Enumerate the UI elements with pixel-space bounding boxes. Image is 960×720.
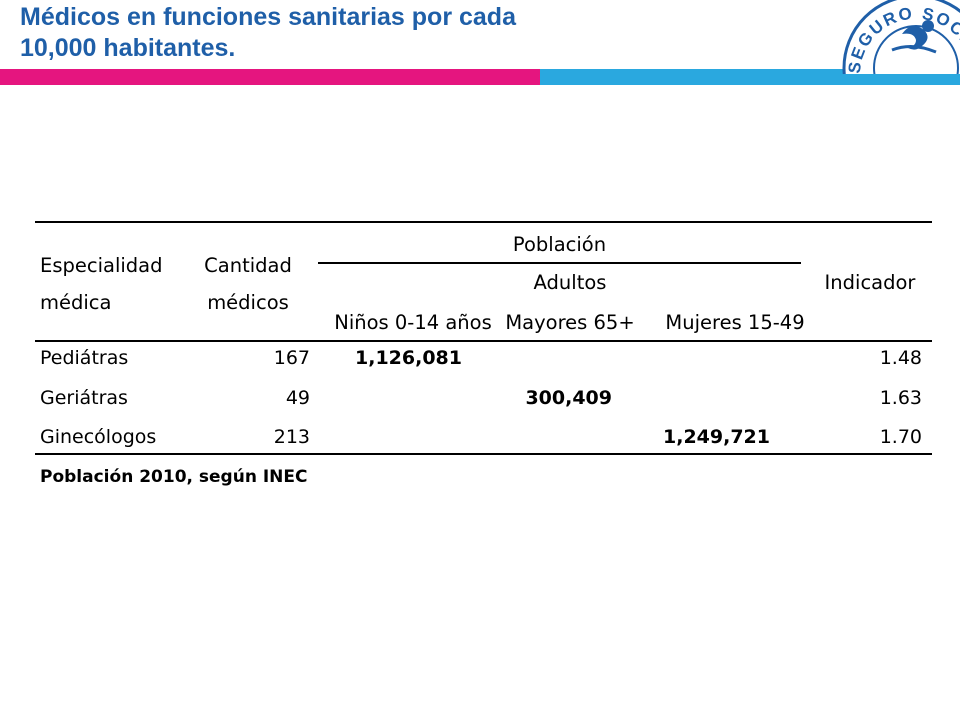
cell-cantidad: 167 (273, 347, 310, 369)
cell-ninos: 1,126,081 (355, 347, 462, 369)
slide-title: Médicos en funciones sanitarias por cada… (20, 2, 720, 64)
table-top-rule (35, 221, 932, 223)
cell-mayores: 300,409 (525, 387, 612, 409)
cell-mujeres: 1,249,721 (663, 426, 770, 448)
cell-indicador: 1.70 (879, 426, 922, 448)
cell-indicador: 1.63 (879, 387, 922, 409)
header-indicador: Indicador (824, 271, 916, 294)
header-especialidad-line2: médica (40, 291, 112, 314)
ccss-seal-icon: SEGURO SOCIAL (832, 0, 960, 74)
header-bottom-rule (35, 340, 932, 342)
header-poblacion: Población (512, 233, 607, 256)
header-adultos: Adultos (533, 271, 607, 294)
poblacion-underline (318, 262, 801, 264)
cell-especialidad: Ginecólogos (40, 426, 157, 448)
header-cantidad-line2: médicos (207, 291, 289, 314)
cell-especialidad: Geriátras (40, 387, 128, 409)
header-cantidad-line1: Cantidad (204, 254, 292, 277)
cell-cantidad: 213 (273, 426, 310, 448)
cell-indicador: 1.48 (879, 347, 922, 369)
cell-cantidad: 49 (285, 387, 310, 409)
header-ninos: Niños 0-14 años (334, 311, 492, 334)
header-bar-pink (0, 69, 540, 85)
slide-title-line-1: Médicos en funciones sanitarias por cada (20, 3, 516, 31)
header-mayores: Mayores 65+ (505, 311, 635, 334)
cell-especialidad: Pediátras (40, 347, 129, 369)
table-footnote: Población 2010, según INEC (40, 467, 308, 487)
header-especialidad-line1: Especialidad (40, 254, 163, 277)
slide-title-line-2: 10,000 habitantes. (20, 34, 236, 62)
header-mujeres: Mujeres 15-49 (665, 311, 805, 334)
table-bottom-rule (35, 453, 932, 455)
